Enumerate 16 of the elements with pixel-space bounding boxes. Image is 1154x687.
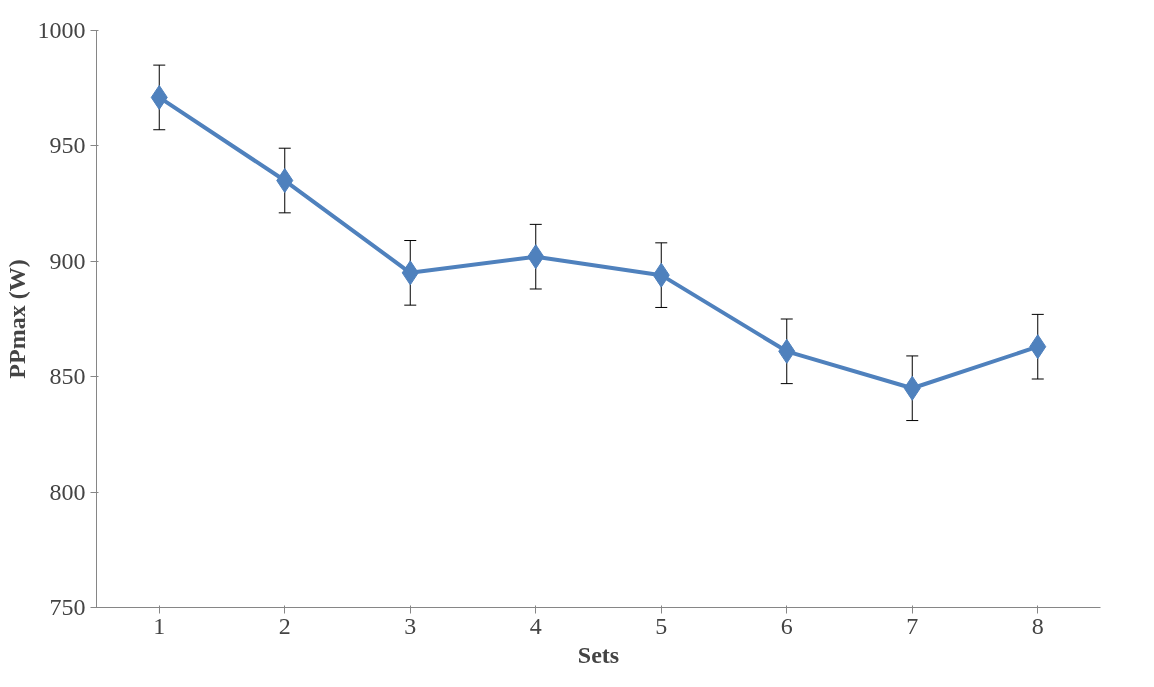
x-tick-label: 6 [780, 612, 793, 639]
y-axis-title: PPmax (W) [3, 259, 30, 379]
x-axis-title: Sets [577, 641, 620, 668]
x-tick-label: 8 [1031, 612, 1044, 639]
x-tick-label: 7 [906, 612, 919, 639]
y-tick-label: 750 [49, 594, 86, 620]
x-tick-label: 1 [153, 612, 166, 639]
y-tick-label: 800 [49, 478, 86, 505]
x-tick-label: 3 [404, 612, 417, 639]
y-tick-label: 950 [49, 132, 86, 159]
y-tick-label: 850 [49, 363, 86, 390]
y-tick-label: 900 [49, 247, 86, 274]
y-tick-label: 1000 [37, 17, 86, 43]
x-tick-label: 5 [655, 612, 668, 639]
x-tick-label: 2 [278, 612, 291, 639]
x-tick-label: 4 [529, 612, 542, 639]
